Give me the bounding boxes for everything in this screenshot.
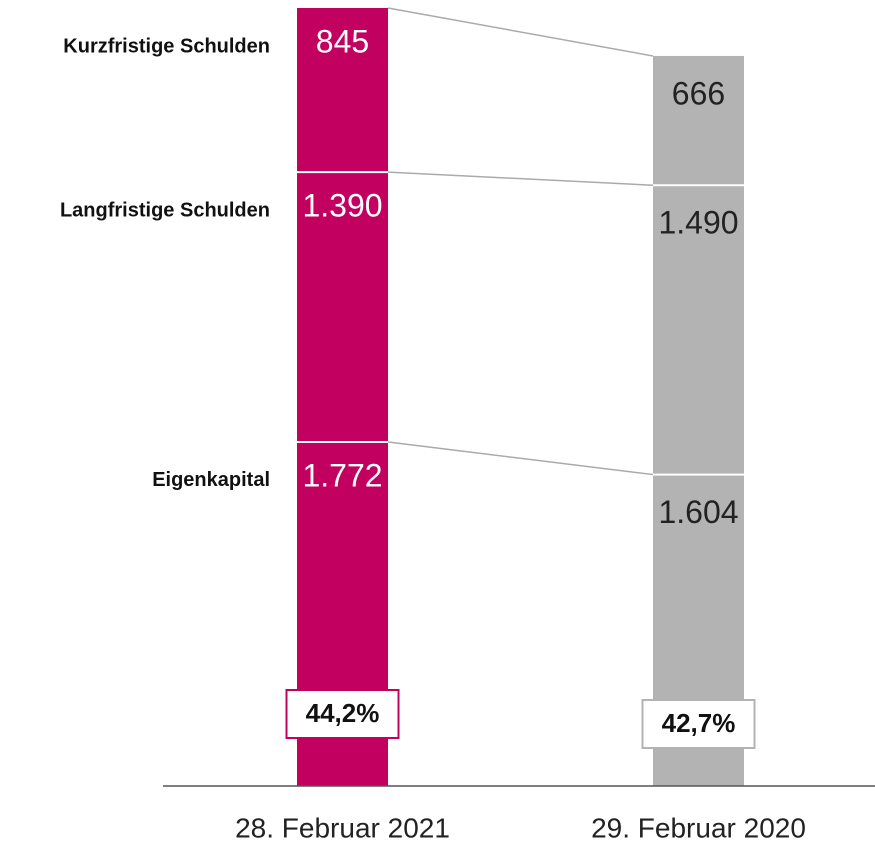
connector-line [387,7,654,57]
x-tick-label: 29. Februar 2020 [591,812,806,843]
value-label: 845 [316,23,369,59]
series-label: Langfristige Schulden [60,199,270,221]
series-label: Kurzfristige Schulden [63,35,270,57]
connector-line [387,171,654,187]
value-label: 1.390 [302,188,382,224]
bar-segment [297,172,388,442]
bar-segment [297,8,388,173]
value-label: 1.490 [658,205,738,241]
value-label: 1.772 [302,457,382,493]
series-label: Eigenkapital [152,469,270,491]
connector-line [387,441,654,476]
x-tick-label: 28. Februar 2021 [235,812,450,843]
value-label: 1.604 [658,494,738,530]
value-label: 666 [672,75,725,111]
bar-segment [653,185,744,475]
ratio-label: 44,2% [306,698,380,728]
ratio-box [641,699,756,749]
ratio-label: 42,7% [662,708,736,738]
ratio-box [285,689,400,739]
bar-segment [653,55,744,186]
